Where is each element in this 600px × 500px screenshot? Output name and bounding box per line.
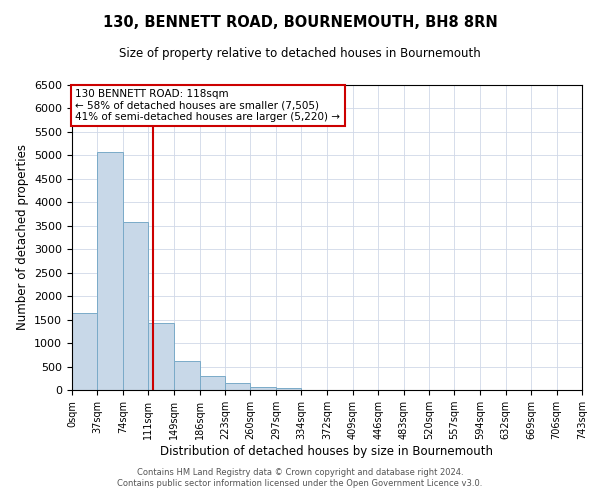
Y-axis label: Number of detached properties: Number of detached properties [16,144,29,330]
Text: 130 BENNETT ROAD: 118sqm
← 58% of detached houses are smaller (7,505)
41% of sem: 130 BENNETT ROAD: 118sqm ← 58% of detach… [76,89,340,122]
Text: 130, BENNETT ROAD, BOURNEMOUTH, BH8 8RN: 130, BENNETT ROAD, BOURNEMOUTH, BH8 8RN [103,15,497,30]
Bar [72,312,97,390]
Bar [225,383,250,390]
Bar [250,386,276,390]
Bar [97,152,123,390]
X-axis label: Distribution of detached houses by size in Bournemouth: Distribution of detached houses by size … [161,445,493,458]
Text: Size of property relative to detached houses in Bournemouth: Size of property relative to detached ho… [119,48,481,60]
Bar [276,388,301,390]
Bar [148,323,174,390]
Bar [174,361,200,390]
Text: Contains HM Land Registry data © Crown copyright and database right 2024.
Contai: Contains HM Land Registry data © Crown c… [118,468,482,487]
Bar [200,376,225,390]
Bar [123,222,148,390]
